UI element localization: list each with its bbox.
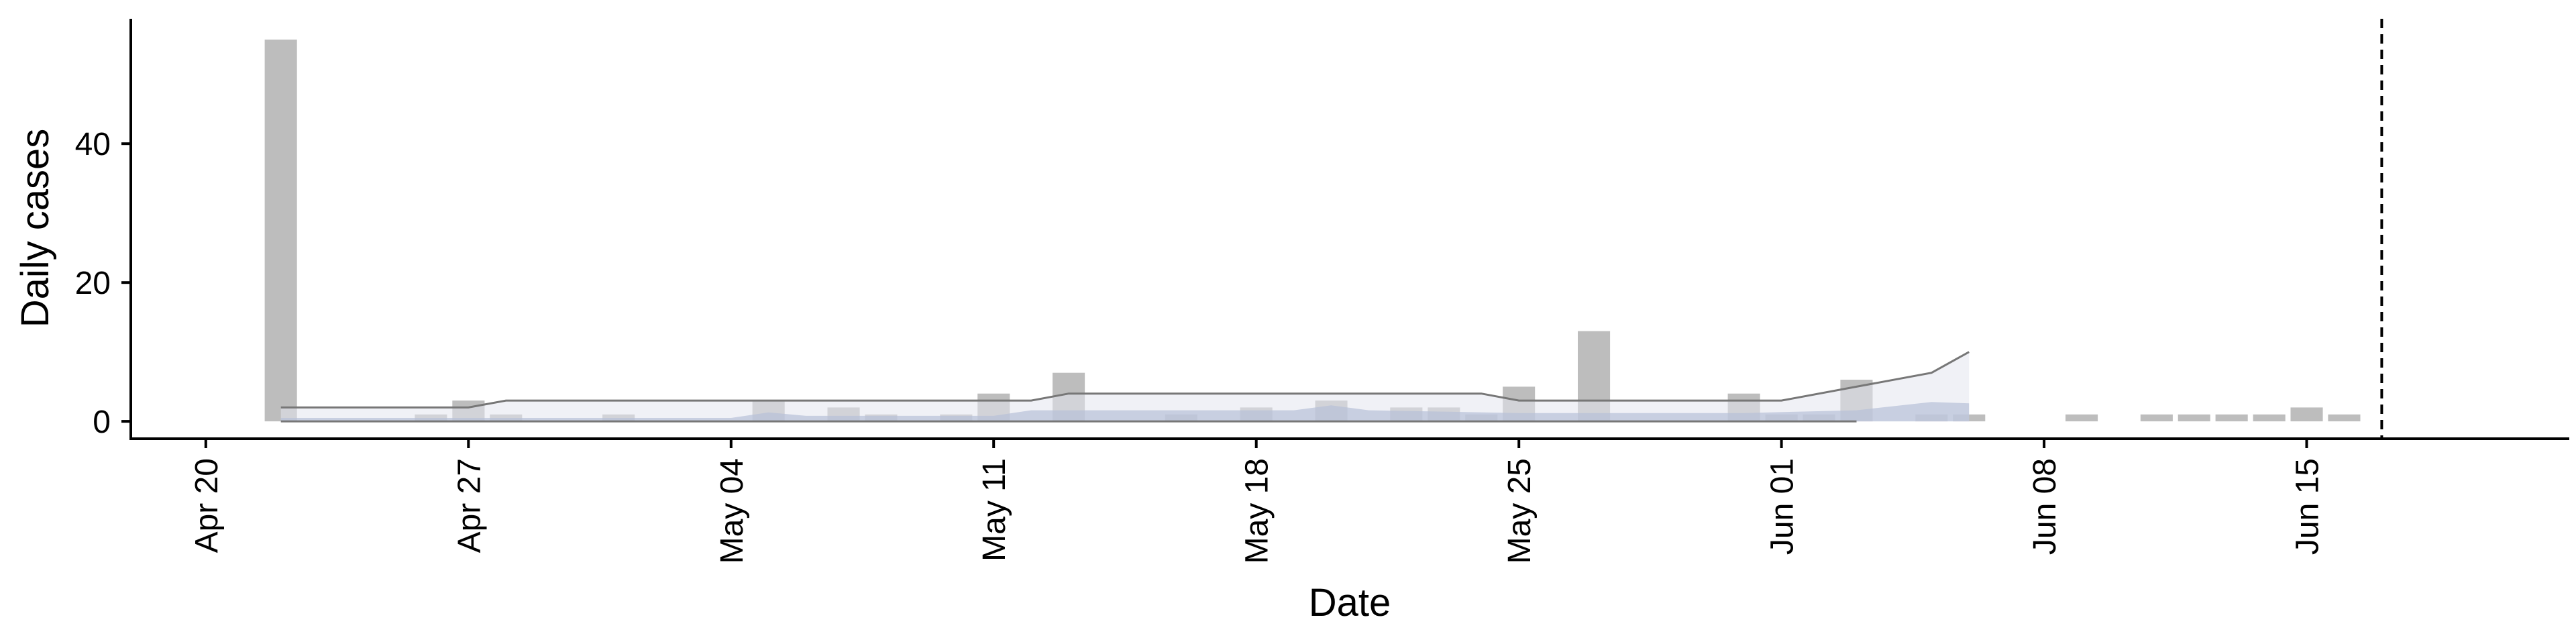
x-tick-label-2020-05-11: May 11 [977, 458, 1012, 561]
x-tick-label-2020-04-27: Apr 27 [451, 458, 487, 553]
x-tick-label-2020-06-01: Jun 01 [1765, 458, 1801, 555]
y-ticks: 0 20 40 [75, 127, 131, 440]
x-axis-title: Date [1309, 581, 1391, 625]
plot-area [264, 19, 2383, 439]
bar-2020-04-22 [264, 40, 297, 422]
x-tick-label-2020-05-18: May 18 [1240, 458, 1275, 564]
bar-2020-06-14 [2253, 414, 2286, 422]
bar-2020-06-06 [1953, 414, 1986, 422]
x-ticks: Apr 20 Apr 27 May 04 May 11 May 18 May 25 Jun … [189, 439, 2326, 564]
bar-2020-06-11 [2140, 414, 2173, 422]
bar-2020-06-12 [2178, 414, 2210, 422]
estimate-band-outer [280, 352, 1970, 422]
bar-2020-06-15 [2290, 407, 2323, 422]
estimate-line [280, 351, 1970, 409]
bar-2020-06-16 [2328, 414, 2361, 422]
y-tick-label-20: 20 [75, 266, 111, 301]
bar-2020-06-13 [2215, 414, 2248, 422]
axes [129, 19, 2569, 440]
y-axis-title: Daily cases [13, 129, 57, 328]
x-tick-label-2020-06-15: Jun 15 [2290, 458, 2326, 555]
y-tick-label-40: 40 [75, 127, 111, 162]
y-tick-label-0: 0 [93, 405, 111, 440]
x-tick-label-2020-05-04: May 04 [714, 458, 750, 564]
estimate-band-inner [280, 402, 1970, 422]
bar-2020-06-09 [2065, 414, 2098, 422]
x-tick-label-2020-06-08: Jun 08 [2027, 458, 2063, 555]
x-tick-label-2020-04-20: Apr 20 [189, 458, 225, 553]
x-tick-label-2020-05-25: May 25 [1502, 458, 1538, 564]
